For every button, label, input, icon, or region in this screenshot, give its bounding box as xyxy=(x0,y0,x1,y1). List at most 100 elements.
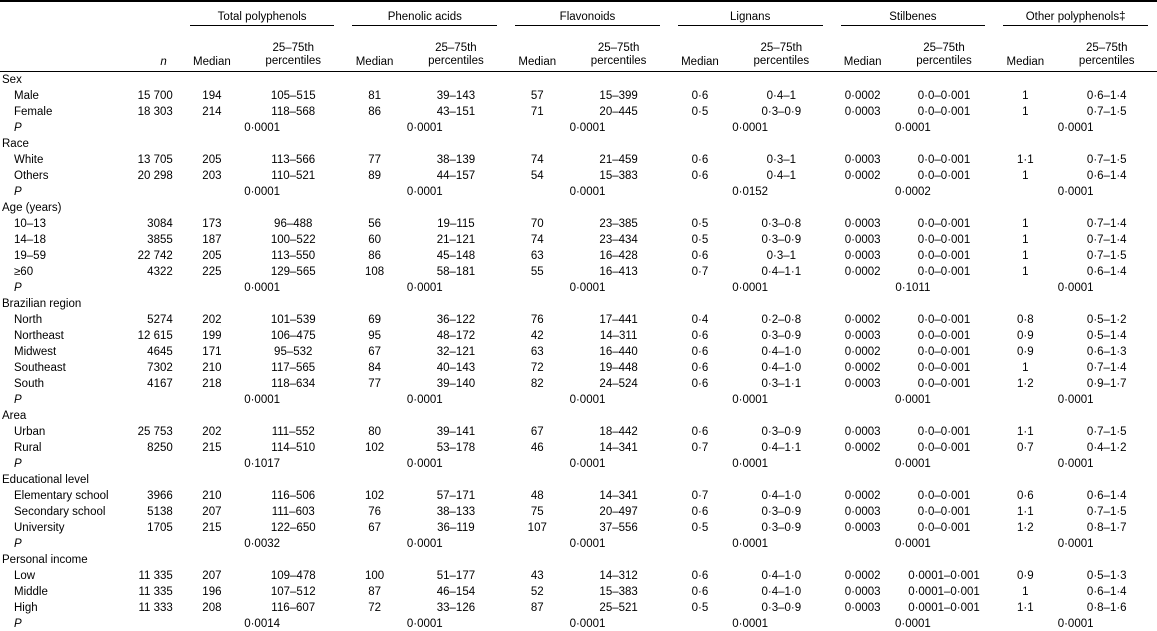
percentiles-value: 18–442 xyxy=(599,426,638,438)
percentiles-column-header: 25–75th percentiles xyxy=(243,26,344,72)
percentiles-column-header: 25–75th percentiles xyxy=(568,26,669,72)
median-value: 75 xyxy=(530,506,544,518)
median-value: 63 xyxy=(530,346,544,358)
table-row: 19–59 22 742 205 113–550 86 45–148 63 16–428 0·6… xyxy=(0,248,1157,264)
group-header-5: Stilbenes xyxy=(832,1,995,26)
median-value: 67 xyxy=(530,426,544,438)
median-value: 0·0002 xyxy=(844,266,881,278)
n-value: 7302 xyxy=(147,362,173,374)
median-value: 55 xyxy=(530,266,544,278)
percentiles-value: 0·5–1·4 xyxy=(1086,330,1127,342)
p-value: 0·0001 xyxy=(732,122,769,134)
median-value: 0·6 xyxy=(691,346,709,358)
median-column-header: Median xyxy=(506,26,569,72)
median-value: 82 xyxy=(530,378,544,390)
median-value: 0·5 xyxy=(691,602,709,614)
median-value: 86 xyxy=(368,106,381,118)
empty-cell xyxy=(129,280,181,296)
percentiles-value: 0·3–0·9 xyxy=(761,522,802,534)
table-row: Others 20 298 203 110–521 89 44–157 54 15–383 0·… xyxy=(0,168,1157,184)
median-value: 0·0002 xyxy=(844,170,881,182)
percentiles-value: 0·3–0·9 xyxy=(761,330,802,342)
group-header-label: Stilbenes xyxy=(840,11,986,26)
percentiles-value: 0·8–1·7 xyxy=(1086,522,1127,534)
percentiles-value: 0·3–1 xyxy=(766,154,797,166)
group-header-2: Phenolic acids xyxy=(343,1,506,26)
table-body: Sex Male 15 700 194 105–515 81 39–143 57 15–399 0… xyxy=(0,72,1157,631)
percentiles-value: 16–413 xyxy=(599,266,638,278)
row-label: Male xyxy=(14,90,39,102)
n-value: 5138 xyxy=(147,506,173,518)
corner-cell xyxy=(0,1,129,26)
percentiles-value: 0·3–0·9 xyxy=(761,426,802,438)
median-value: 0·0003 xyxy=(844,330,881,342)
percentiles-value: 0·0–0·001 xyxy=(917,426,971,438)
sub-header-row: n Median 25–75th percentiles Median 25–75th… xyxy=(0,26,1157,72)
p-value-row: P 0·0001 0·0001 0·0001 0·0001 0·0001 0·0001 xyxy=(0,392,1157,408)
p-value: 0·1011 xyxy=(895,282,931,294)
table-row: Secondary school 5138 207 111–603 76 38–133 75… xyxy=(0,504,1157,520)
percentiles-value: 53–178 xyxy=(436,442,476,454)
median-value: 1 xyxy=(1022,106,1029,118)
percentiles-value: 0·0–0·001 xyxy=(917,250,971,262)
median-value: 46 xyxy=(530,442,544,454)
p-value-row: P 0·0032 0·0001 0·0001 0·0001 0·0001 0·0001 xyxy=(0,536,1157,552)
percentiles-value: 36–122 xyxy=(436,314,476,326)
median-value: 72 xyxy=(368,602,381,614)
median-value: 0·0002 xyxy=(844,362,881,374)
median-value: 43 xyxy=(530,570,544,582)
table-row: Male 15 700 194 105–515 81 39–143 57 15–399 0·6 0… xyxy=(0,88,1157,104)
percentiles-value: 0·3–1 xyxy=(766,250,797,262)
p-row-label: P xyxy=(14,618,22,630)
median-value: 218 xyxy=(202,378,222,390)
median-value: 72 xyxy=(530,362,544,374)
table-row: White 13 705 205 113–566 77 38–139 74 21–459 0·6… xyxy=(0,152,1157,168)
n-value: 4645 xyxy=(147,346,173,358)
median-value: 203 xyxy=(202,170,222,182)
median-value: 87 xyxy=(368,586,381,598)
table-row: Urban 25 753 202 111–552 80 39–141 67 18–442 0·6… xyxy=(0,424,1157,440)
median-value: 71 xyxy=(530,106,544,118)
p-value: 0·0001 xyxy=(894,394,931,406)
p-value: 0·0014 xyxy=(244,618,281,630)
median-value: 0·6 xyxy=(691,362,709,374)
n-value: 3084 xyxy=(147,218,173,230)
percentiles-value: 0·4–1·0 xyxy=(761,346,802,358)
percentiles-value: 109–478 xyxy=(270,570,316,582)
median-value: 0·5 xyxy=(691,106,709,118)
n-value: 4167 xyxy=(147,378,173,390)
median-value: 0·0002 xyxy=(844,346,881,358)
p-value: 0·0001 xyxy=(732,538,769,550)
percentiles-value: 17–441 xyxy=(599,314,638,326)
percentiles-value: 0·0–0·001 xyxy=(917,442,971,454)
median-value: 102 xyxy=(364,490,385,502)
p-value: 0·0001 xyxy=(406,538,443,550)
median-value: 0·6 xyxy=(691,170,709,182)
percentiles-value: 0·7–1·5 xyxy=(1086,506,1127,518)
percentiles-value: 0·0–0·001 xyxy=(917,234,971,246)
p-value: 0·0001 xyxy=(244,186,281,198)
median-value: 1 xyxy=(1022,266,1029,278)
section-header-row: Area xyxy=(0,408,1157,424)
median-value: 0·6 xyxy=(691,426,709,438)
median-value: 76 xyxy=(368,506,381,518)
percentiles-value: 0·0–0·001 xyxy=(917,170,971,182)
p-value: 0·0001 xyxy=(569,458,606,470)
percentiles-value: 0·0–0·001 xyxy=(917,314,971,326)
p-value: 0·0001 xyxy=(1057,618,1094,630)
p-value: 0·0001 xyxy=(732,618,769,630)
percentiles-value: 113–550 xyxy=(271,250,316,262)
p-value: 0·0001 xyxy=(894,122,931,134)
row-label: Northeast xyxy=(14,330,64,342)
percentiles-value: 0·4–1·1 xyxy=(761,442,802,454)
n-value: 4322 xyxy=(147,266,173,278)
percentiles-column-header-label: 25–75th percentiles xyxy=(590,42,647,67)
p-row-label: P xyxy=(14,186,22,198)
median-value: 60 xyxy=(368,234,381,246)
percentiles-value: 0·7–1·4 xyxy=(1086,362,1127,374)
median-value: 0·9 xyxy=(1017,570,1034,582)
median-value: 100 xyxy=(364,570,385,582)
median-value: 205 xyxy=(202,154,222,166)
median-value: 0·8 xyxy=(1017,314,1034,326)
percentiles-value: 116–607 xyxy=(271,602,316,614)
